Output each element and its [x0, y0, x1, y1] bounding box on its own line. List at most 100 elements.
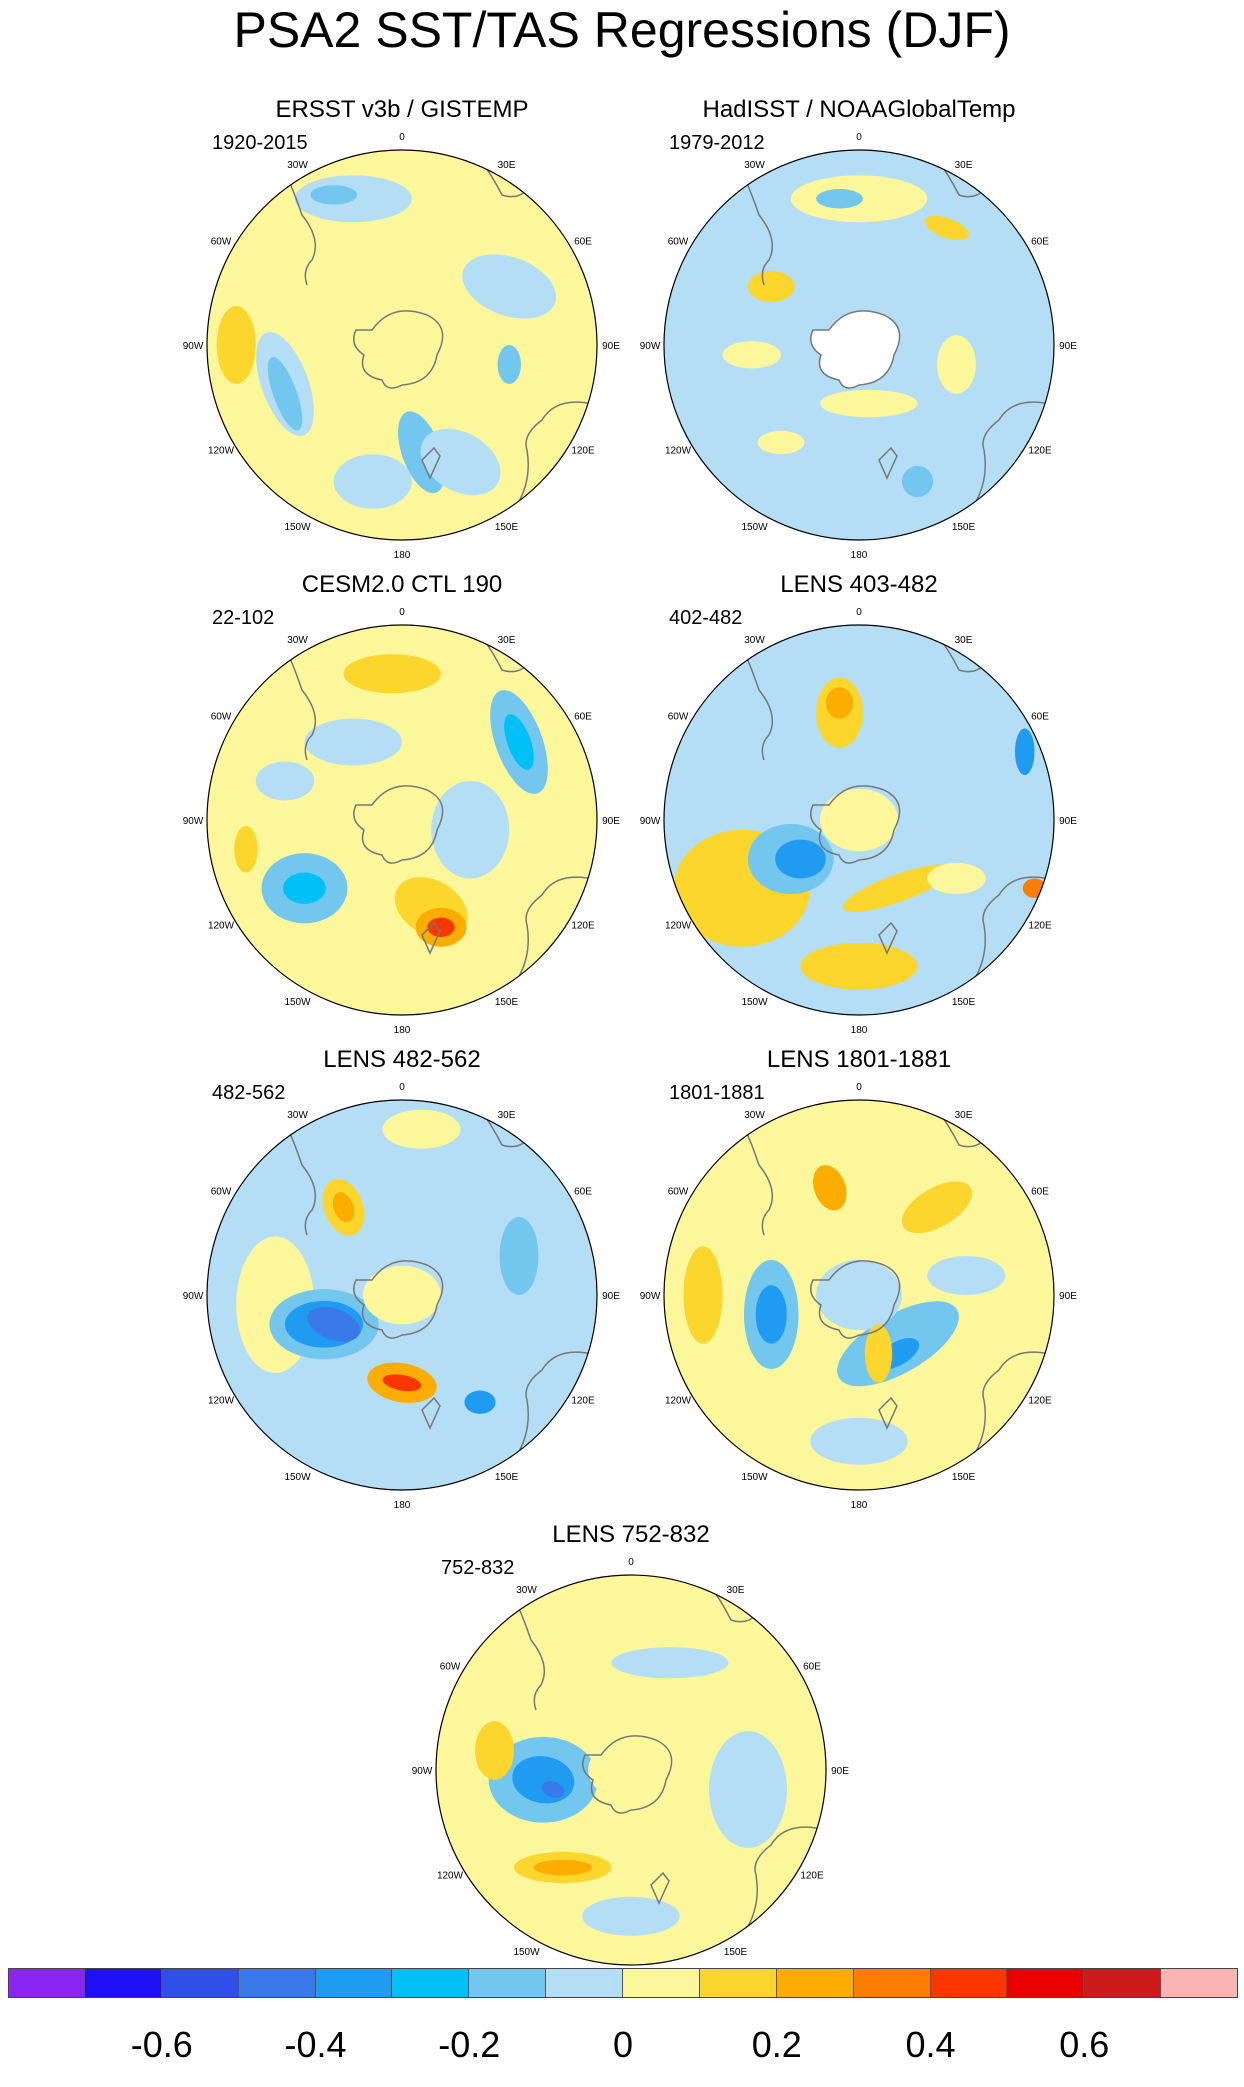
longitude-label: 30E: [498, 160, 516, 171]
longitude-label: 120W: [437, 1871, 464, 1882]
longitude-label: 30E: [498, 635, 516, 646]
colorbar-frame: [8, 1968, 1238, 1998]
anomaly-region: [864, 1324, 893, 1383]
panel-period: 402-482: [669, 607, 743, 629]
longitude-label: 30E: [955, 160, 973, 171]
anomaly-region: [820, 389, 918, 418]
longitude-label: 60E: [1031, 1187, 1049, 1198]
longitude-label: 150E: [495, 522, 519, 533]
longitude-label: 90E: [831, 1766, 849, 1777]
map-panel-lens482: LENS 482-562 0 30E 60E 90E 120E 150E 180 150W 120…: [183, 1045, 621, 1515]
anomaly-region: [504, 714, 534, 770]
longitude-label: 30W: [287, 635, 308, 646]
anomaly-region: [420, 428, 501, 496]
anomaly-region: [431, 781, 510, 879]
new-zealand-outline: [878, 1396, 898, 1430]
longitude-label: 180: [851, 550, 868, 561]
map-frame: [206, 1099, 598, 1491]
longitude-label: 30E: [727, 1585, 745, 1596]
longitude-label: 150W: [513, 1947, 540, 1958]
longitude-label: 120W: [208, 1396, 235, 1407]
colorbar-swatch: [315, 1968, 393, 1998]
colorbar-swatch: [623, 1968, 700, 1998]
panel-period: 1801-1881: [669, 1082, 765, 1104]
anomaly-region: [775, 839, 826, 879]
longitude-label: 90W: [183, 341, 204, 352]
colorbar-tick-label: -0.6: [130, 2024, 193, 2065]
page-title: PSA2 SST/TAS Regressions (DJF): [233, 2, 1011, 58]
new-zealand-outline: [421, 1396, 441, 1430]
anomaly-region: [1015, 728, 1035, 776]
anomaly-region: [541, 1781, 565, 1798]
longitude-label: 90W: [412, 1766, 433, 1777]
anomaly-region: [497, 345, 521, 384]
anomaly-region: [901, 1181, 973, 1234]
longitude-label: 30E: [955, 635, 973, 646]
anomaly-region: [382, 1109, 461, 1149]
anomaly-region: [382, 1374, 422, 1392]
longitude-label: 60W: [211, 237, 232, 248]
antarctica-outline: [810, 785, 901, 864]
antarctica-outline: [810, 1260, 901, 1339]
longitude-label: 90W: [640, 341, 661, 352]
anomaly-region: [582, 1896, 680, 1936]
longitude-label: 60E: [574, 1187, 592, 1198]
colorbar-swatch: [699, 1968, 777, 1998]
longitude-label: 30E: [955, 1110, 973, 1121]
anomaly-region: [427, 917, 455, 937]
longitude-label: 90W: [183, 816, 204, 827]
longitude-label: 0: [856, 132, 862, 143]
longitude-label: 30W: [744, 160, 765, 171]
longitude-label: 60E: [803, 1662, 821, 1673]
anomaly-region: [810, 1417, 908, 1465]
australia-outline: [745, 1826, 826, 1931]
colorbar-tick-label: -0.2: [438, 2024, 501, 2065]
longitude-label: 0: [856, 607, 862, 618]
anomaly-region: [842, 864, 954, 913]
anomaly-region: [462, 254, 557, 319]
longitude-label: 120W: [208, 921, 235, 932]
longitude-label: 90W: [183, 1291, 204, 1302]
longitude-label: 90E: [602, 1291, 620, 1302]
panel-title: HadISST / NOAAGlobalTemp: [702, 96, 1016, 123]
panel-period: 22-102: [212, 607, 275, 629]
anomaly-region: [464, 1390, 496, 1414]
map-panel-lens403: LENS 403-482 0 30E 60E 90E 120E 150E 180 150W 120…: [640, 570, 1078, 1040]
longitude-label: 30W: [744, 1110, 765, 1121]
australia-outline: [516, 401, 597, 506]
colorbar-swatch: [1084, 1968, 1162, 1998]
longitude-label: 120E: [571, 1396, 595, 1407]
anomaly-region: [816, 189, 863, 209]
map-panel-cesm: CESM2.0 CTL 190 0 30E 60E 90E 120E 150E 180 150W…: [183, 570, 621, 1040]
anomaly-region: [813, 1165, 847, 1211]
longitude-label: 30W: [287, 1110, 308, 1121]
longitude-label: 120E: [1028, 1396, 1052, 1407]
longitude-label: 30W: [744, 635, 765, 646]
anomaly-region: [825, 687, 854, 719]
longitude-label: 0: [628, 1557, 634, 1568]
antarctica-outline: [353, 1260, 444, 1339]
antarctica-outline: [582, 1735, 673, 1814]
anomaly-region: [283, 872, 326, 904]
map-panel-lens752: LENS 752-832030E60E90E120E150E180150W120…: [412, 1520, 850, 1990]
anomaly-region: [475, 1721, 514, 1780]
longitude-label: 180: [394, 1025, 411, 1036]
longitude-label: 120W: [665, 446, 692, 457]
longitude-label: 120E: [1028, 921, 1052, 932]
colorbar-tick-label: 0.2: [751, 2024, 802, 2065]
antarctica-outline: [353, 310, 444, 389]
panel-period: 1979-2012: [669, 132, 765, 154]
colorbar-swatch: [8, 1968, 85, 1998]
longitude-label: 120E: [571, 921, 595, 932]
longitude-label: 150E: [724, 1947, 748, 1958]
longitude-label: 120W: [665, 1396, 692, 1407]
longitude-label: 60W: [668, 1187, 689, 1198]
longitude-label: 0: [399, 1082, 405, 1093]
longitude-label: 0: [399, 607, 405, 618]
